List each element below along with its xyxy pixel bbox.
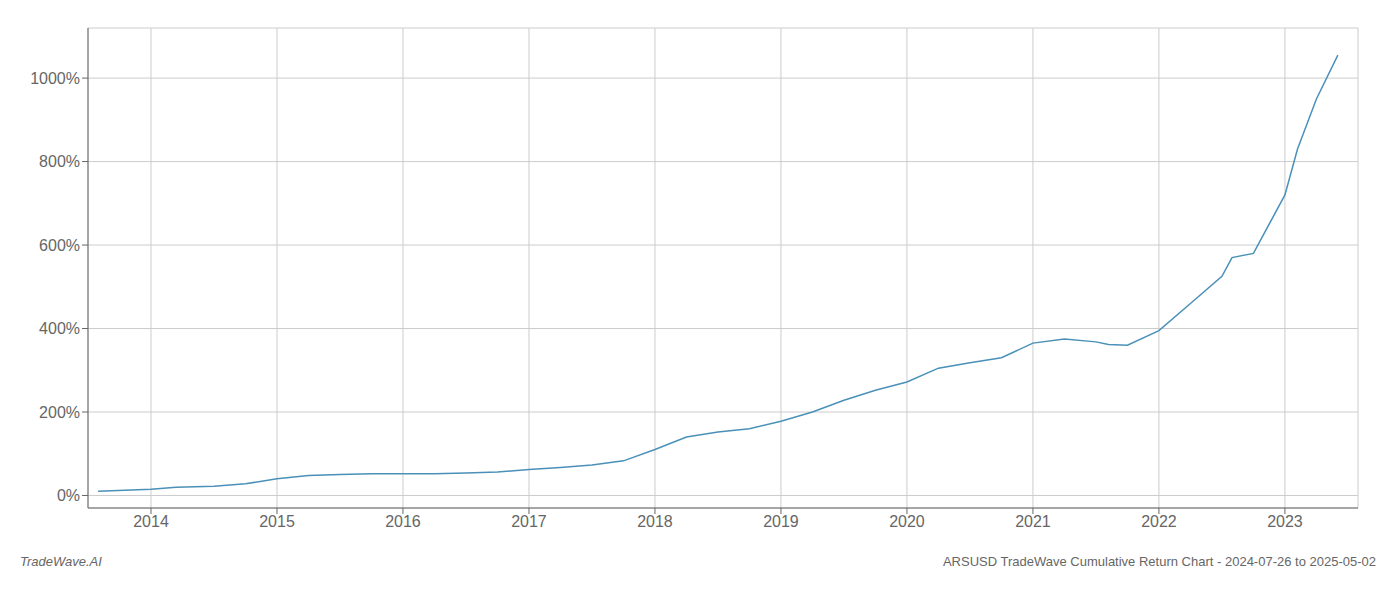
html-text:TradeWave.AI: TradeWave.AI <box>20 554 102 569</box>
svg-text:2018: 2018 <box>637 513 673 530</box>
svg-text:2019: 2019 <box>763 513 799 530</box>
svg-text:2020: 2020 <box>889 513 925 530</box>
svg-text:400%: 400% <box>39 320 80 337</box>
svg-text:600%: 600% <box>39 237 80 254</box>
svg-text:2022: 2022 <box>1141 513 1177 530</box>
svg-text:2015: 2015 <box>259 513 295 530</box>
html-text:ARSUSD TradeWave Cumulative Re: ARSUSD TradeWave Cumulative Return Chart… <box>942 554 1376 569</box>
svg-text:800%: 800% <box>39 153 80 170</box>
svg-text:2023: 2023 <box>1267 513 1303 530</box>
svg-text:2014: 2014 <box>133 513 169 530</box>
svg-text:200%: 200% <box>39 404 80 421</box>
svg-text:2017: 2017 <box>511 513 547 530</box>
svg-text:0%: 0% <box>57 487 80 504</box>
svg-text:2021: 2021 <box>1015 513 1051 530</box>
svg-text:1000%: 1000% <box>30 70 80 87</box>
svg-text:2016: 2016 <box>385 513 421 530</box>
